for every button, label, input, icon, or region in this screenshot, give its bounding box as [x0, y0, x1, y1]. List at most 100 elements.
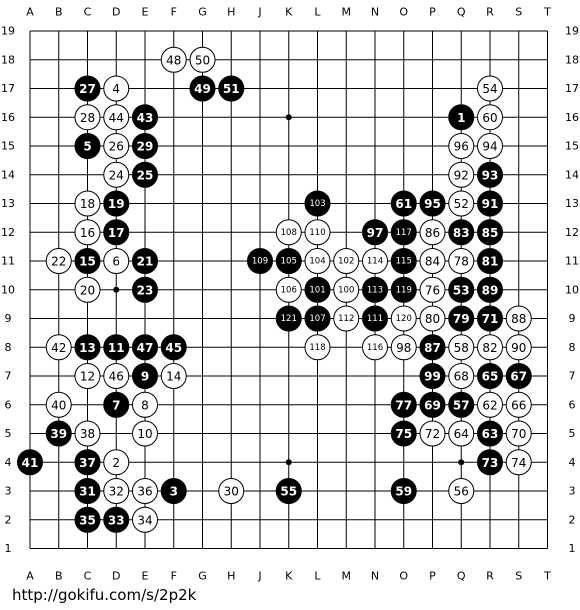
white-stone — [419, 305, 446, 332]
white-stone — [477, 133, 503, 159]
black-stone — [505, 363, 532, 389]
white-stone — [333, 276, 360, 303]
white-stone — [448, 248, 475, 274]
move-number: 45 — [165, 341, 182, 355]
star-point — [113, 286, 120, 293]
row-label: 18 — [565, 53, 579, 66]
white-stone — [132, 478, 158, 504]
black-stone — [74, 506, 101, 533]
source-url: http://gokifu.com/s/2p2k — [12, 586, 197, 604]
black-stone — [103, 190, 130, 217]
black-stone — [419, 190, 446, 217]
white-stone — [132, 420, 158, 447]
column-label: B — [55, 6, 63, 19]
white-stone — [477, 391, 503, 418]
move-number: 100 — [338, 285, 354, 295]
black-stone — [448, 305, 475, 332]
move-number: 93 — [482, 168, 499, 182]
row-label: 2 — [569, 513, 576, 526]
black-stone — [103, 391, 130, 418]
column-label: S — [515, 6, 522, 19]
move-number: 66 — [511, 398, 526, 412]
move-number: 99 — [424, 370, 441, 384]
move-number: 51 — [223, 82, 240, 96]
move-number: 36 — [137, 485, 152, 499]
white-stone — [304, 334, 331, 361]
white-stone — [103, 75, 130, 102]
black-stone — [275, 478, 302, 504]
black-stone — [448, 276, 475, 303]
move-number: 46 — [109, 370, 124, 384]
move-number: 13 — [79, 341, 96, 355]
white-stone — [103, 104, 130, 131]
row-label: 17 — [565, 82, 579, 95]
column-label: M — [342, 570, 352, 583]
column-label: L — [314, 570, 321, 583]
black-stone — [448, 104, 475, 131]
move-number: 18 — [80, 197, 95, 211]
black-stone — [132, 161, 158, 188]
column-label: K — [285, 570, 293, 583]
white-stone — [304, 219, 331, 246]
row-label: 3 — [5, 485, 12, 498]
black-stone — [132, 363, 158, 389]
white-stone — [477, 104, 503, 131]
row-label: 5 — [569, 427, 576, 440]
move-number: 67 — [510, 370, 527, 384]
row-label: 6 — [569, 398, 576, 411]
column-label: O — [399, 570, 408, 583]
column-label: A — [26, 6, 34, 19]
white-stone — [103, 363, 130, 389]
move-number: 60 — [482, 111, 497, 125]
row-label: 12 — [565, 226, 579, 239]
black-stone — [304, 190, 331, 217]
move-number: 84 — [425, 255, 440, 269]
white-stone — [448, 334, 475, 361]
black-stone — [362, 276, 388, 303]
move-number: 114 — [367, 257, 383, 267]
move-number: 108 — [281, 228, 297, 238]
row-label: 16 — [565, 111, 579, 124]
move-number: 23 — [137, 283, 154, 297]
move-number: 2 — [112, 456, 120, 470]
white-stone — [390, 334, 417, 361]
column-label: A — [26, 570, 34, 583]
move-number: 12 — [80, 370, 95, 384]
move-number: 42 — [51, 341, 66, 355]
move-number: 10 — [137, 427, 152, 441]
white-stone — [333, 248, 360, 274]
row-label: 14 — [565, 168, 579, 181]
move-number: 116 — [367, 343, 383, 353]
white-stone — [362, 334, 388, 361]
move-number: 26 — [109, 140, 124, 154]
move-number: 97 — [367, 226, 384, 240]
move-number: 95 — [424, 197, 441, 211]
move-number: 75 — [395, 427, 412, 441]
move-number: 16 — [80, 226, 95, 240]
white-stone — [45, 391, 72, 418]
white-stone — [505, 420, 532, 447]
move-number: 4 — [112, 82, 120, 96]
row-label: 19 — [565, 25, 579, 38]
black-stone — [477, 449, 503, 476]
move-number: 32 — [109, 485, 124, 499]
white-stone — [419, 420, 446, 447]
black-stone — [45, 420, 72, 447]
white-stone — [362, 248, 388, 274]
white-stone — [74, 219, 101, 246]
move-number: 53 — [453, 283, 470, 297]
white-stone — [448, 420, 475, 447]
row-label: 9 — [5, 312, 12, 325]
row-label: 19 — [1, 25, 15, 38]
move-number: 92 — [454, 168, 469, 182]
column-label: N — [371, 6, 379, 19]
move-number: 31 — [79, 485, 96, 499]
move-number: 17 — [108, 226, 125, 240]
column-label: R — [486, 6, 494, 19]
move-number: 73 — [482, 456, 499, 470]
black-stone — [390, 190, 417, 217]
move-number: 81 — [482, 255, 499, 269]
move-number: 57 — [453, 398, 470, 412]
black-stone — [477, 248, 503, 274]
